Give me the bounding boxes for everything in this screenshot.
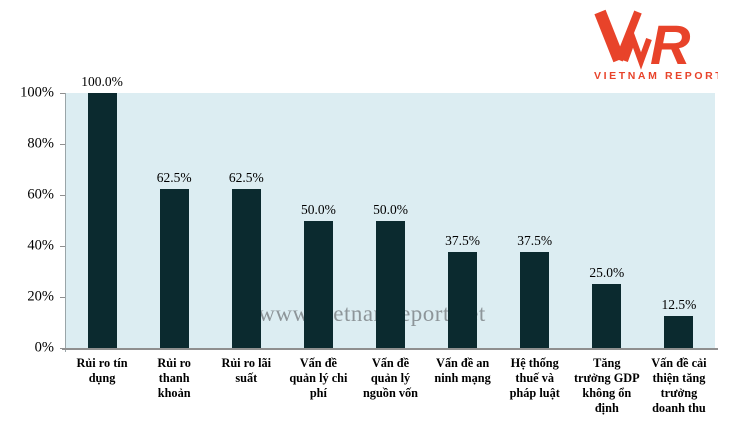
bar-value-label-5: 37.5% <box>445 233 481 249</box>
x-axis-category-label-4: Vấn đề quản lý nguồn vốn <box>362 356 418 400</box>
bar-3 <box>303 220 333 348</box>
y-tick-mark <box>60 92 65 94</box>
y-tick-mark <box>60 245 65 247</box>
x-axis-category-label-1: Rủi ro thanh khoản <box>157 356 191 400</box>
bar-value-label-0: 100.0% <box>81 74 123 89</box>
bar-6 <box>520 252 550 348</box>
x-axis-category-label-2: Rủi ro lãi suất <box>221 356 272 385</box>
x-axis-category-label-5: Vấn đề an ninh mạng <box>434 356 491 385</box>
bar-value-label-8: 12.5% <box>661 297 697 313</box>
bar-5 <box>448 252 478 348</box>
x-axis-category-label-8: Vấn đề cải thiện tăng trưởng doanh thu <box>651 356 707 415</box>
bar-2 <box>231 188 261 348</box>
logo-letter-v-left-stroke <box>594 9 625 63</box>
bar-7 <box>592 284 622 348</box>
x-axis-category-label-3: Vấn đề quản lý chi phí <box>289 356 348 400</box>
y-tick-label-40%: 40% <box>27 237 54 254</box>
logo-subtitle: VIETNAM REPORT <box>594 70 718 82</box>
y-tick-label-0%: 0% <box>34 339 54 356</box>
y-tick-mark <box>60 143 65 145</box>
bar-value-label-2: 62.5% <box>228 169 264 185</box>
y-axis-line <box>65 93 66 352</box>
vietnam-report-logo: R VIETNAM REPORT <box>592 6 722 82</box>
y-tick-mark <box>60 194 65 196</box>
plot-area: 100.0% 62.5% 62.5% 50.0% 50.0% 37.5% 37.5% 25.0… <box>66 74 715 348</box>
y-tick-label-80%: 80% <box>27 135 54 152</box>
x-axis-line <box>62 348 718 350</box>
watermark: www.vietnamreport.net <box>258 301 486 326</box>
x-axis-category-label-6: Hệ thống thuế và pháp luật <box>509 356 560 400</box>
x-axis-category-label-7: Tăng trưởng GDP không ổn định <box>573 356 640 415</box>
bar-1 <box>159 188 189 348</box>
bar-value-label-6: 37.5% <box>517 233 553 249</box>
bar-8 <box>664 316 694 348</box>
bar-value-label-3: 50.0% <box>300 201 336 217</box>
bar-value-label-7: 25.0% <box>589 265 625 281</box>
y-tick-label-100%: 100% <box>20 84 54 101</box>
logo-letter-v-right-stroke <box>615 10 642 62</box>
bar-0 <box>87 93 117 348</box>
y-axis: 100% 80% 60% 40% 20% 0% <box>0 85 66 356</box>
x-axis-labels: Rủi ro tín dụng Rủi ro thanh khoản Rủi ro … <box>66 356 715 416</box>
x-axis-category-label-0: Rủi ro tín dụng <box>76 356 128 385</box>
logo-letter-r: R <box>650 13 691 76</box>
bar-value-label-1: 62.5% <box>156 169 192 185</box>
bar-4 <box>376 220 405 348</box>
bar-value-label-4: 50.0% <box>373 201 408 217</box>
vnr-logo-icon: R VIETNAM REPORT <box>594 9 722 82</box>
y-tick-label-60%: 60% <box>27 186 54 203</box>
y-tick-label-20%: 20% <box>27 288 54 305</box>
y-tick-mark <box>60 296 65 298</box>
logo-letter-n <box>622 30 652 70</box>
